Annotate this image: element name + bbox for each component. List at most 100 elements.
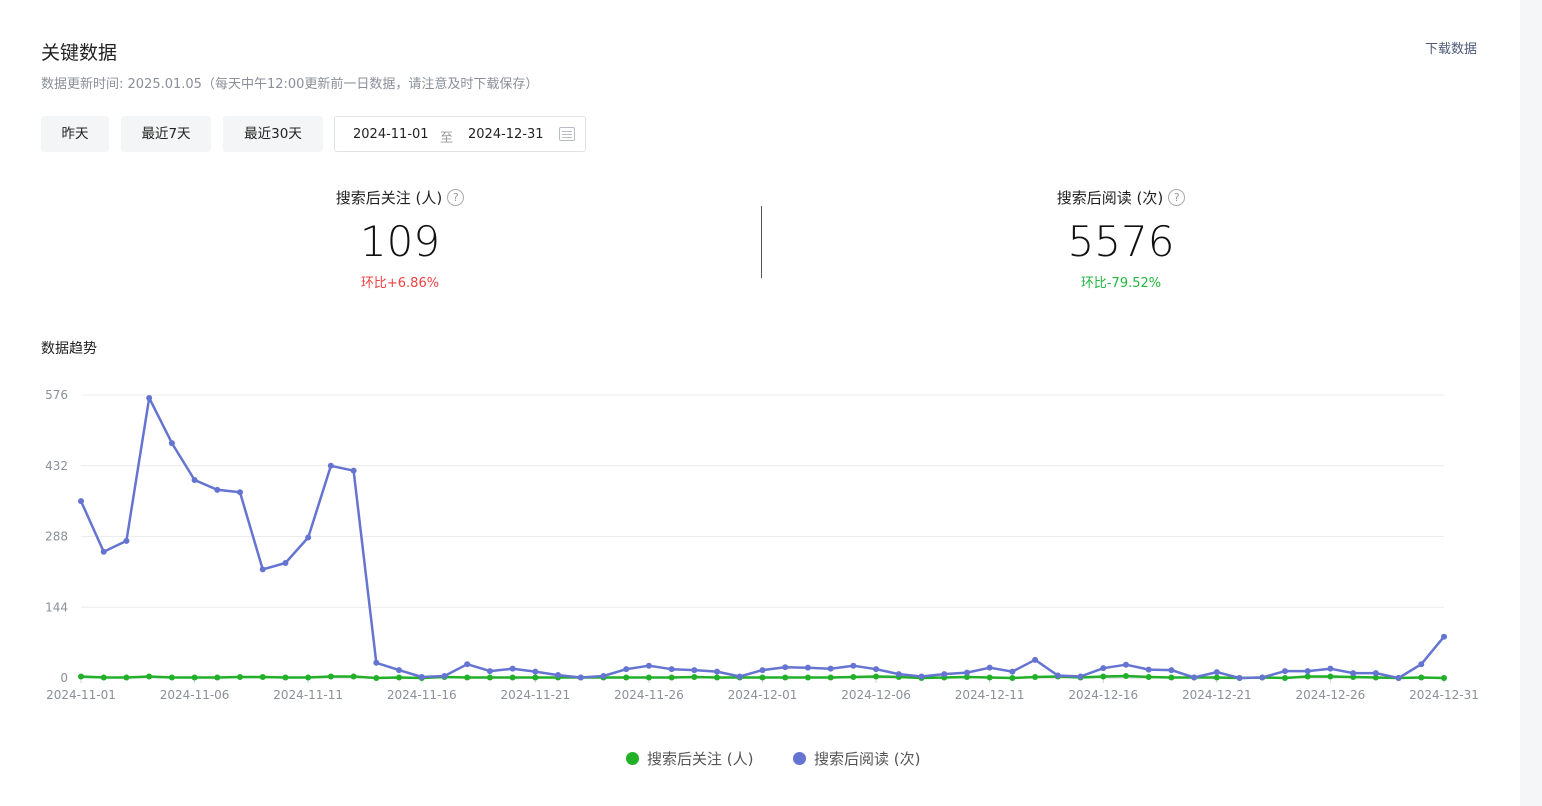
x-tick-label: 2024-12-11 xyxy=(955,688,1025,702)
series-point-0 xyxy=(259,674,266,681)
series-point-1 xyxy=(123,537,130,544)
legend-item-follows[interactable]: 搜索后关注 (人) xyxy=(626,748,753,769)
series-point-1 xyxy=(714,668,721,675)
series-point-0 xyxy=(168,674,175,681)
stat-follows-value: 109 xyxy=(359,217,441,266)
series-point-0 xyxy=(1009,675,1016,681)
series-point-0 xyxy=(282,674,289,681)
series-point-0 xyxy=(1372,674,1379,681)
y-tick-label: 0 xyxy=(60,671,68,685)
series-point-0 xyxy=(1100,673,1107,680)
series-point-1 xyxy=(305,534,312,541)
series-point-1 xyxy=(1122,661,1129,668)
trend-title: 数据趋势 xyxy=(41,341,97,357)
series-point-1 xyxy=(1100,665,1107,672)
stats-divider xyxy=(761,206,762,278)
last-7-days-button[interactable]: 最近7天 xyxy=(121,116,211,152)
series-point-1 xyxy=(146,394,153,401)
series-point-1 xyxy=(168,440,175,447)
date-separator: 至 xyxy=(440,131,454,146)
y-tick-label: 144 xyxy=(45,600,68,614)
series-point-1 xyxy=(645,662,652,669)
series-point-0 xyxy=(486,674,493,681)
series-point-1 xyxy=(668,666,675,673)
series-point-1 xyxy=(441,673,448,680)
series-point-1 xyxy=(850,662,857,669)
x-tick-label: 2024-11-06 xyxy=(160,688,230,702)
stat-reads-change: 环比-79.52% xyxy=(1080,276,1162,291)
series-point-0 xyxy=(691,674,698,681)
series-point-1 xyxy=(736,673,743,680)
legend-label-reads: 搜索后阅读 (次) xyxy=(814,750,921,768)
update-time-note: 数据更新时间: 2025.01.05（每天中午12:00更新前一日数据，请注意及… xyxy=(41,77,539,92)
series-point-1 xyxy=(895,671,902,678)
series-point-1 xyxy=(1259,674,1266,681)
x-tick-label: 2024-12-16 xyxy=(1068,688,1138,702)
end-date-input[interactable]: 2024-12-31 xyxy=(468,127,544,142)
x-tick-label: 2024-11-21 xyxy=(500,688,570,702)
stat-follows-change: 环比+6.86% xyxy=(360,276,440,291)
download-data-link[interactable]: 下载数据 xyxy=(1425,42,1478,57)
series-point-0 xyxy=(804,674,811,681)
series-point-0 xyxy=(986,674,993,681)
help-icon[interactable]: ? xyxy=(447,189,465,206)
help-icon[interactable]: ? xyxy=(1168,189,1186,206)
series-point-1 xyxy=(1350,670,1357,677)
series-point-1 xyxy=(327,462,334,469)
series-point-1 xyxy=(1213,669,1220,676)
series-point-1 xyxy=(350,467,357,474)
date-range-picker[interactable]: 2024-11-01 至 2024-12-31 xyxy=(334,116,586,152)
y-tick-label: 432 xyxy=(45,459,68,473)
series-point-1 xyxy=(1281,668,1288,675)
series-point-0 xyxy=(782,674,789,681)
series-point-0 xyxy=(850,674,857,681)
series-point-1 xyxy=(78,498,84,505)
x-tick-label: 2024-12-01 xyxy=(728,688,798,702)
series-point-0 xyxy=(963,674,970,681)
start-date-input[interactable]: 2024-11-01 xyxy=(353,127,429,142)
series-point-1 xyxy=(509,665,516,672)
series-point-1 xyxy=(1441,633,1447,640)
series-point-0 xyxy=(1441,675,1447,681)
series-point-0 xyxy=(827,674,834,681)
series-point-1 xyxy=(532,668,539,675)
series-point-0 xyxy=(214,674,221,681)
series-point-1 xyxy=(1372,670,1379,677)
series-point-1 xyxy=(1304,668,1311,675)
series-point-0 xyxy=(873,673,880,680)
series-point-0 xyxy=(1168,674,1175,681)
series-point-0 xyxy=(1145,674,1152,681)
calendar-icon[interactable] xyxy=(559,127,575,141)
series-point-1 xyxy=(691,667,698,674)
stat-reads-value: 5576 xyxy=(1067,217,1175,266)
series-point-0 xyxy=(668,674,675,681)
stat-reads: 搜索后阅读 (次) ? 5576 环比-79.52% xyxy=(1021,187,1221,291)
series-point-1 xyxy=(873,666,880,673)
series-point-0 xyxy=(396,674,403,681)
series-point-1 xyxy=(918,673,925,680)
series-point-1 xyxy=(555,672,562,679)
series-point-1 xyxy=(237,489,244,496)
series-point-1 xyxy=(1327,665,1334,672)
yesterday-button[interactable]: 昨天 xyxy=(41,116,109,152)
series-point-0 xyxy=(1327,673,1334,680)
series-point-1 xyxy=(486,668,493,675)
legend-item-reads[interactable]: 搜索后阅读 (次) xyxy=(793,748,920,769)
series-point-0 xyxy=(191,674,198,681)
series-point-0 xyxy=(78,673,84,680)
series-point-1 xyxy=(1032,656,1039,663)
series-point-1 xyxy=(418,674,425,681)
series-point-1 xyxy=(1418,661,1425,668)
y-tick-label: 576 xyxy=(45,388,68,402)
series-point-0 xyxy=(645,674,652,681)
stat-reads-label: 搜索后阅读 (次) xyxy=(1056,189,1164,207)
series-point-1 xyxy=(1145,666,1152,673)
series-point-0 xyxy=(123,674,130,681)
last-30-days-button[interactable]: 最近30天 xyxy=(223,116,323,152)
stat-follows: 搜索后关注 (人) ? 109 环比+6.86% xyxy=(300,187,500,291)
x-tick-label: 2024-11-01 xyxy=(46,688,116,702)
series-point-1 xyxy=(1077,673,1084,680)
right-gutter xyxy=(1520,0,1542,806)
series-point-0 xyxy=(1418,674,1425,681)
